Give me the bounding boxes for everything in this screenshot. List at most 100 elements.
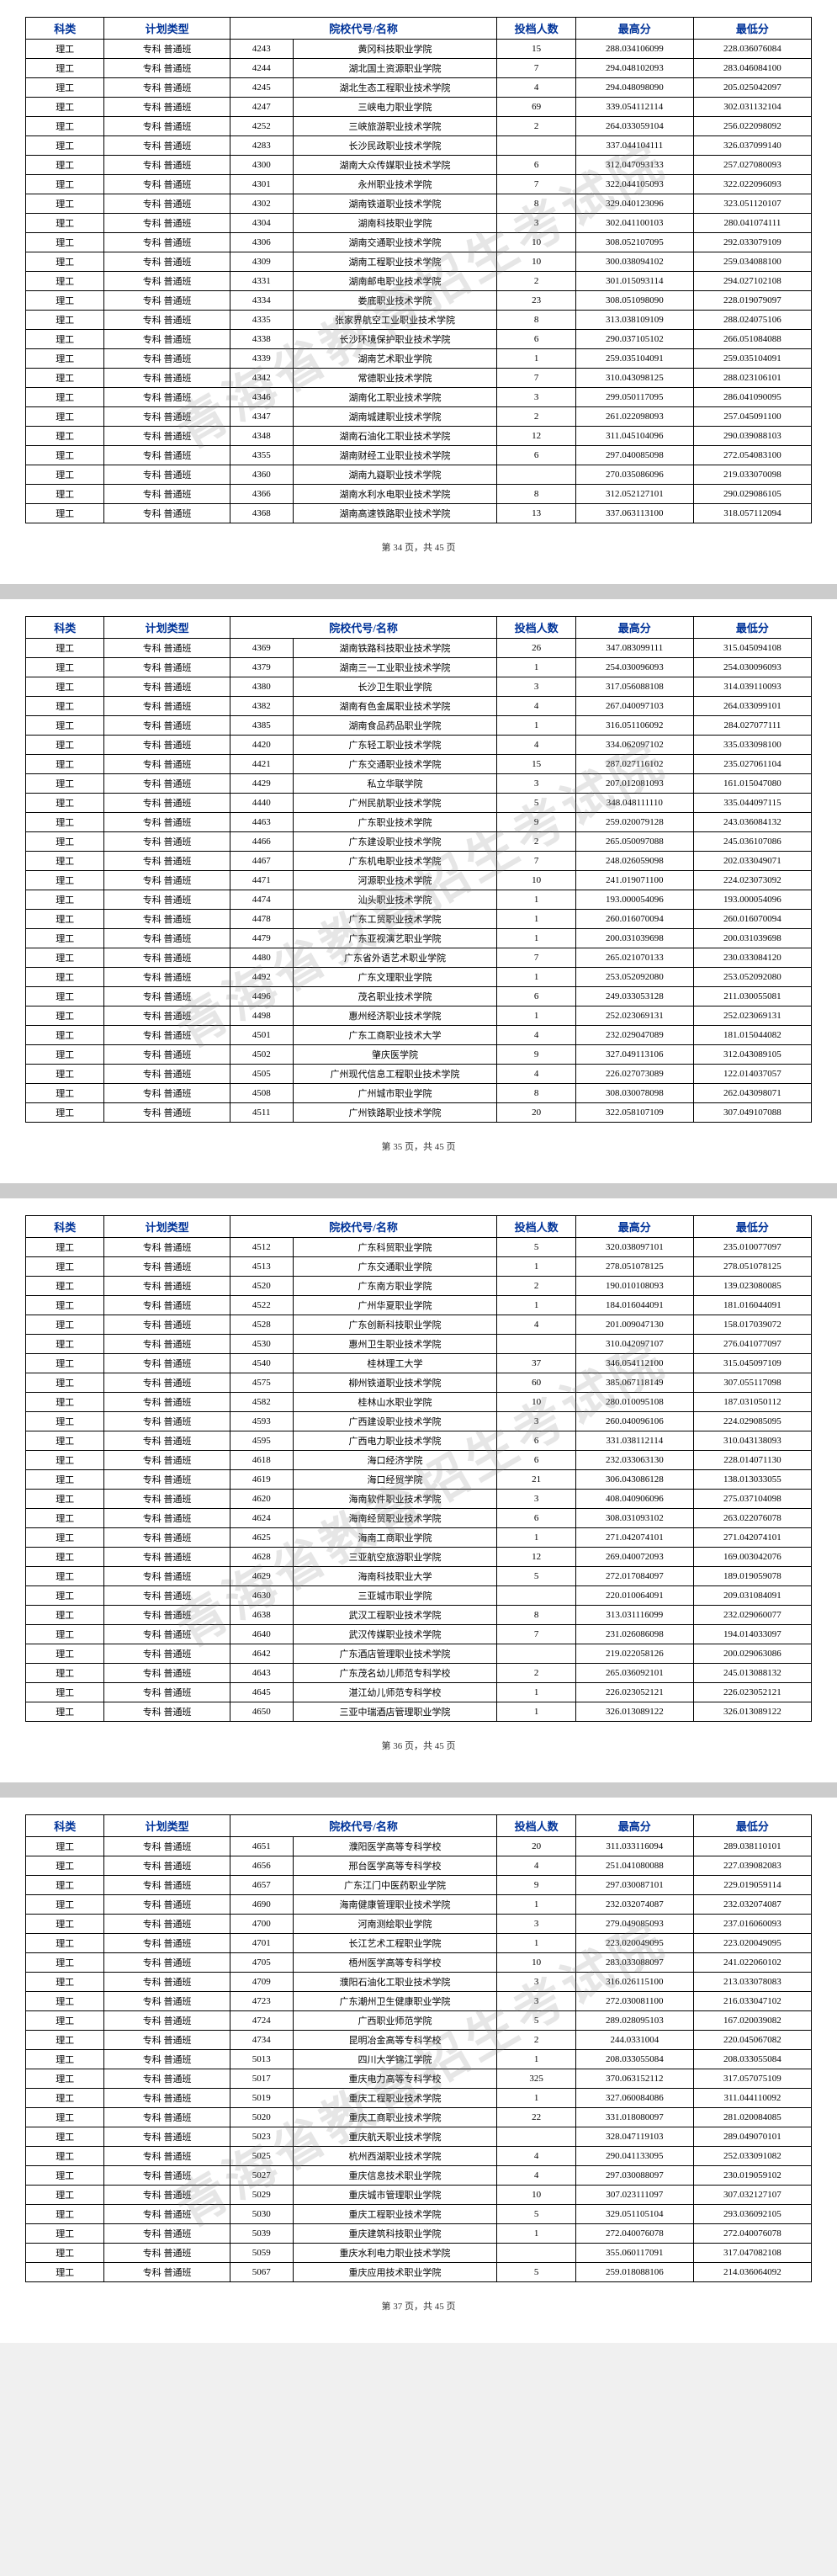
cell: 湖南交通职业技术学院 <box>293 233 497 252</box>
cell: 湖南化工职业技术学院 <box>293 388 497 407</box>
cell: 12 <box>497 1548 575 1567</box>
cell: 297.040085098 <box>575 446 693 465</box>
cell: 专科 普通班 <box>104 1683 230 1702</box>
cell: 252.023069131 <box>575 1006 693 1026</box>
cell: 专科 普通班 <box>104 214 230 233</box>
cell: 理工 <box>26 388 104 407</box>
cell: 272.017084097 <box>575 1567 693 1586</box>
cell: 私立华联学院 <box>293 774 497 794</box>
cell: 专科 普通班 <box>104 2263 230 2282</box>
table-row: 理工专科 普通班5017重庆电力高等专科学校325370.06315211231… <box>26 2069 812 2089</box>
cell: 5059 <box>230 2244 293 2263</box>
cell: 4629 <box>230 1567 293 1586</box>
cell: 专科 普通班 <box>104 2147 230 2166</box>
table-row: 理工专科 普通班4492广东文理职业学院1253.052092080253.05… <box>26 968 812 987</box>
cell: 理工 <box>26 311 104 330</box>
cell: 4595 <box>230 1431 293 1451</box>
table-row: 理工专科 普通班4463广东职业技术学院9259.020079128243.03… <box>26 813 812 832</box>
cell: 3 <box>497 1973 575 1992</box>
cell: 232.029047089 <box>575 1026 693 1045</box>
cell: 理工 <box>26 1856 104 1876</box>
table-row: 理工专科 普通班4628三亚航空旅游职业学院12269.040072093169… <box>26 1548 812 1567</box>
cell: 专科 普通班 <box>104 1953 230 1973</box>
cell: 张家界航空工业职业技术学院 <box>293 311 497 330</box>
cell: 理工 <box>26 1895 104 1915</box>
cell: 254.030096093 <box>693 658 811 677</box>
cell <box>497 1335 575 1354</box>
cell: 4690 <box>230 1895 293 1915</box>
cell: 313.038109109 <box>575 311 693 330</box>
cell: 长沙民政职业技术学院 <box>293 136 497 156</box>
cell: 专科 普通班 <box>104 2186 230 2205</box>
table-row: 理工专科 普通班4440广州民航职业技术学院5348.048111110335.… <box>26 794 812 813</box>
cell: 301.015093114 <box>575 272 693 291</box>
cell: 265.021070133 <box>575 948 693 968</box>
cell: 8 <box>497 485 575 504</box>
cell: 306.043086128 <box>575 1470 693 1490</box>
cell: 理工 <box>26 214 104 233</box>
cell: 专科 普通班 <box>104 1354 230 1373</box>
cell: 279.049085093 <box>575 1915 693 1934</box>
cell: 濮阳石油化工职业技术学院 <box>293 1973 497 1992</box>
header-plan-type: 计划类型 <box>104 1815 230 1837</box>
cell: 理工 <box>26 2031 104 2050</box>
cell: 317.057075109 <box>693 2069 811 2089</box>
header-plan-type: 计划类型 <box>104 18 230 40</box>
header-admit-count: 投档人数 <box>497 18 575 40</box>
cell: 专科 普通班 <box>104 2108 230 2127</box>
cell: 314.039110093 <box>693 677 811 697</box>
cell: 专科 普通班 <box>104 1431 230 1451</box>
page-gap <box>0 1782 837 1798</box>
cell: 241.019071100 <box>575 871 693 890</box>
cell: 专科 普通班 <box>104 78 230 98</box>
cell: 318.057112094 <box>693 504 811 523</box>
cell: 300.038094102 <box>575 252 693 272</box>
cell: 307.055117098 <box>693 1373 811 1393</box>
cell: 4380 <box>230 677 293 697</box>
table-row: 理工专科 普通班4700河南测绘职业学院3279.049085093237.01… <box>26 1915 812 1934</box>
cell: 永州职业技术学院 <box>293 175 497 194</box>
cell: 138.013033055 <box>693 1470 811 1490</box>
cell: 专科 普通班 <box>104 910 230 929</box>
cell: 310.043098125 <box>575 369 693 388</box>
cell: 214.036064092 <box>693 2263 811 2282</box>
cell: 331.038112114 <box>575 1431 693 1451</box>
cell: 5023 <box>230 2127 293 2147</box>
cell: 长沙卫生职业学院 <box>293 677 497 697</box>
cell: 理工 <box>26 1528 104 1548</box>
cell: 理工 <box>26 1567 104 1586</box>
table-row: 理工专科 普通班5030重庆工程职业技术学院5329.051105104293.… <box>26 2205 812 2224</box>
cell: 161.015047080 <box>693 774 811 794</box>
cell: 4339 <box>230 349 293 369</box>
cell: 湖南财经工业职业技术学院 <box>293 446 497 465</box>
cell: 广东亚视演艺职业学院 <box>293 929 497 948</box>
cell: 4338 <box>230 330 293 349</box>
table-row: 理工专科 普通班4247三峡电力职业学院69339.054112114302.0… <box>26 98 812 117</box>
table-row: 理工专科 普通班4471河源职业技术学院10241.019071100224.0… <box>26 871 812 890</box>
table-row: 理工专科 普通班4466广东建设职业技术学院2265.050097088245.… <box>26 832 812 852</box>
cell: 娄底职业技术学院 <box>293 291 497 311</box>
cell: 249.033053128 <box>575 987 693 1006</box>
table-row: 理工专科 普通班4467广东机电职业技术学院7248.026059098202.… <box>26 852 812 871</box>
cell: 专科 普通班 <box>104 1895 230 1915</box>
table-row: 理工专科 普通班4369湖南铁路科技职业技术学院26347.0830991113… <box>26 639 812 658</box>
cell: 385.067118149 <box>575 1373 693 1393</box>
cell: 289.049070101 <box>693 2127 811 2147</box>
cell: 1 <box>497 1683 575 1702</box>
cell: 1 <box>497 1702 575 1722</box>
cell: 2 <box>497 2031 575 2050</box>
cell: 专科 普通班 <box>104 2166 230 2186</box>
page-2: 青海省教育招生考试院科类计划类型院校代号/名称投档人数最高分最低分理工专科 普通… <box>0 599 837 1183</box>
cell: 专科 普通班 <box>104 968 230 987</box>
cell: 理工 <box>26 156 104 175</box>
cell: 4528 <box>230 1315 293 1335</box>
table-row: 理工专科 普通班4709濮阳石油化工职业技术学院3316.02611510021… <box>26 1973 812 1992</box>
cell: 4530 <box>230 1335 293 1354</box>
cell: 228.014071130 <box>693 1451 811 1470</box>
cell: 1 <box>497 658 575 677</box>
cell: 5067 <box>230 2263 293 2282</box>
cell: 4642 <box>230 1644 293 1664</box>
cell: 专科 普通班 <box>104 1856 230 1876</box>
table-row: 理工专科 普通班4505广州现代信息工程职业技术学院4226.027073089… <box>26 1065 812 1084</box>
table-row: 理工专科 普通班4512广东科贸职业学院5320.038097101235.01… <box>26 1238 812 1257</box>
